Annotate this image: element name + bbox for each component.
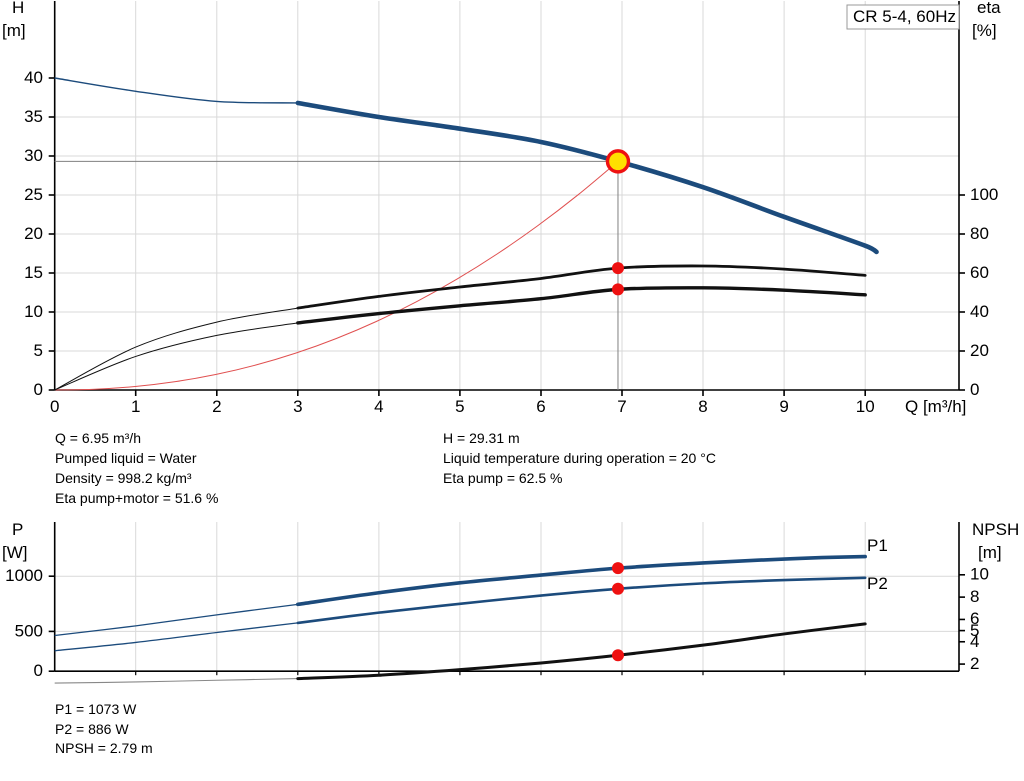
svg-text:2: 2 [970,654,979,673]
svg-text:2: 2 [212,397,221,416]
svg-text:[m]: [m] [2,21,26,40]
svg-text:Pumped liquid = Water: Pumped liquid = Water [55,450,197,466]
svg-text:4: 4 [374,397,383,416]
svg-text:10: 10 [856,397,875,416]
svg-text:P2: P2 [867,574,888,593]
svg-text:CR 5-4, 60Hz: CR 5-4, 60Hz [853,7,956,26]
svg-text:6: 6 [970,609,979,628]
svg-text:10: 10 [970,565,989,584]
svg-text:Eta pump = 62.5 %: Eta pump = 62.5 % [443,470,562,486]
svg-text:P2 = 886 W: P2 = 886 W [55,721,129,737]
svg-text:[%]: [%] [972,21,997,40]
svg-text:15: 15 [24,263,43,282]
svg-text:P1 = 1073 W: P1 = 1073 W [55,701,137,717]
svg-text:0: 0 [50,397,59,416]
svg-text:[W]: [W] [2,543,28,562]
svg-text:35: 35 [24,107,43,126]
svg-text:500: 500 [15,621,43,640]
svg-text:0: 0 [34,661,43,680]
svg-text:5: 5 [455,397,464,416]
svg-text:6: 6 [536,397,545,416]
svg-text:P1: P1 [867,536,888,555]
svg-text:20: 20 [24,224,43,243]
svg-text:NPSH: NPSH [972,520,1019,539]
svg-text:Density = 998.2 kg/m³: Density = 998.2 kg/m³ [55,470,192,486]
svg-text:25: 25 [24,185,43,204]
svg-text:60: 60 [970,263,989,282]
svg-text:80: 80 [970,224,989,243]
svg-text:0: 0 [970,380,979,399]
svg-text:9: 9 [779,397,788,416]
svg-text:40: 40 [970,302,989,321]
svg-text:H = 29.31 m: H = 29.31 m [443,430,520,446]
svg-text:0: 0 [34,380,43,399]
svg-text:40: 40 [24,68,43,87]
svg-text:P: P [12,520,23,539]
svg-text:Q = 6.95 m³/h: Q = 6.95 m³/h [55,430,141,446]
svg-text:10: 10 [24,302,43,321]
svg-text:NPSH = 2.79 m: NPSH = 2.79 m [55,740,153,756]
svg-text:1: 1 [131,397,140,416]
svg-text:8: 8 [970,587,979,606]
svg-text:30: 30 [24,146,43,165]
svg-text:5: 5 [34,341,43,360]
svg-text:[m]: [m] [978,543,1002,562]
svg-text:Eta pump+motor = 51.6 %: Eta pump+motor = 51.6 % [55,490,218,506]
svg-text:eta: eta [977,0,1001,17]
svg-text:H: H [12,0,24,17]
svg-text:7: 7 [617,397,626,416]
svg-text:20: 20 [970,341,989,360]
svg-text:Q [m³/h]: Q [m³/h] [905,397,966,416]
svg-text:100: 100 [970,185,998,204]
svg-text:Liquid temperature during oper: Liquid temperature during operation = 20… [443,450,716,466]
svg-text:1000: 1000 [5,566,43,585]
svg-text:3: 3 [293,397,302,416]
svg-text:8: 8 [698,397,707,416]
